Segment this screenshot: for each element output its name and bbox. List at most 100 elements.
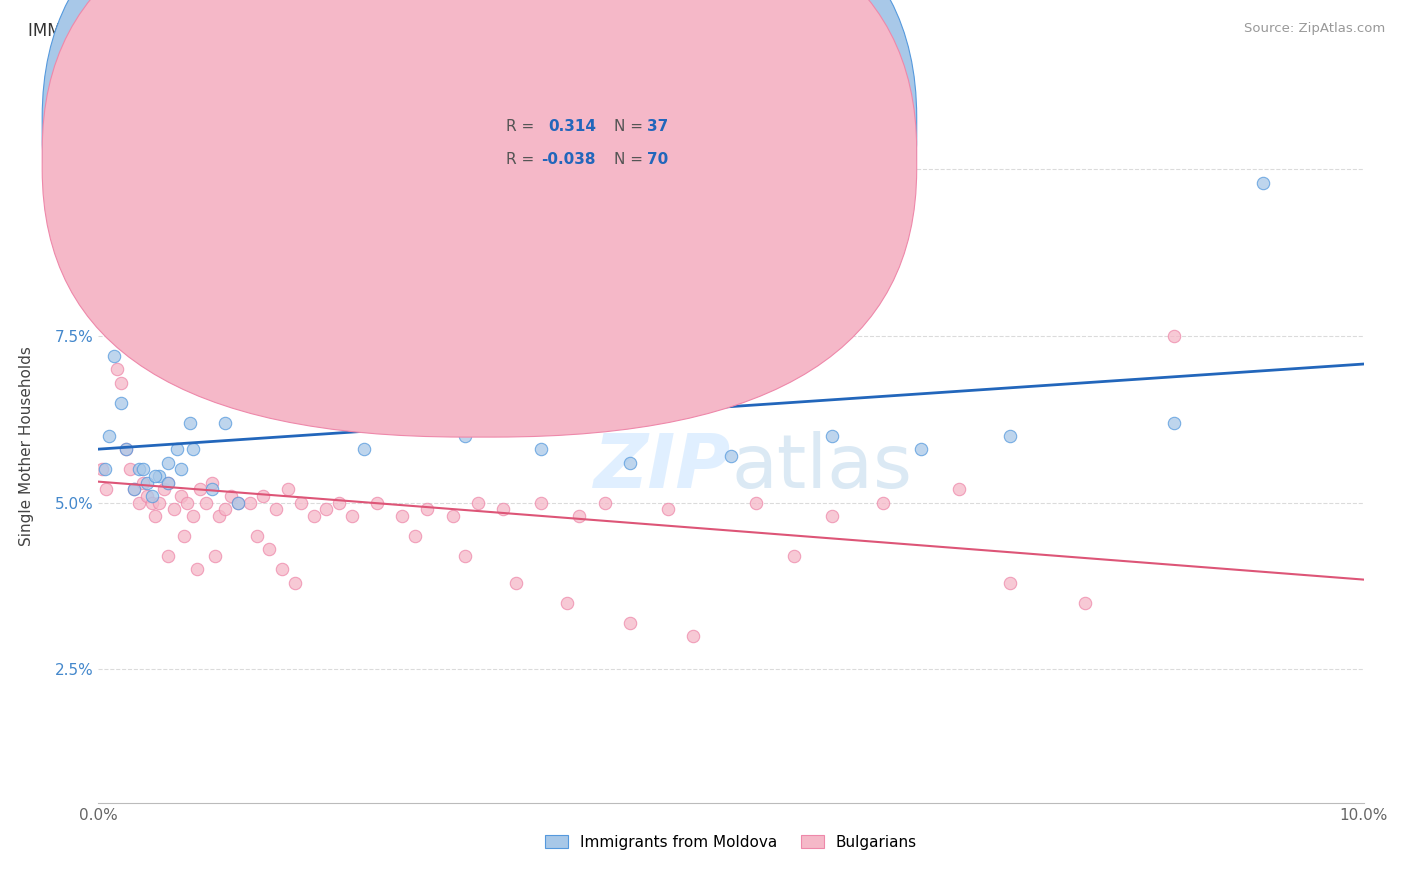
Text: IMMIGRANTS FROM MOLDOVA VS BULGARIAN SINGLE MOTHER HOUSEHOLDS CORRELATION CHART: IMMIGRANTS FROM MOLDOVA VS BULGARIAN SIN… (28, 22, 858, 40)
Text: ZIP: ZIP (593, 431, 731, 504)
Text: Source: ZipAtlas.com: Source: ZipAtlas.com (1244, 22, 1385, 36)
Point (404, 529, 426, 543)
Text: -0.038: -0.038 (541, 153, 596, 167)
Text: 70: 70 (647, 153, 668, 167)
Point (239, 496, 262, 510)
Text: N =: N = (614, 153, 644, 167)
Text: 37: 37 (647, 120, 668, 134)
Point (169, 489, 191, 503)
Point (783, 549, 806, 563)
Point (246, 529, 269, 543)
Point (179, 416, 201, 430)
Point (505, 575, 527, 590)
Point (169, 462, 191, 476)
Point (115, 442, 138, 457)
Point (201, 475, 224, 490)
Point (103, 349, 125, 363)
Text: R =: R = (506, 120, 534, 134)
Point (110, 376, 132, 390)
Point (568, 509, 591, 524)
Point (188, 483, 211, 497)
Point (302, 509, 325, 524)
Point (141, 489, 163, 503)
Point (157, 549, 180, 563)
Point (340, 509, 363, 524)
Point (948, 483, 970, 497)
Point (1251, 176, 1274, 190)
Point (391, 509, 413, 524)
Point (208, 509, 231, 524)
Point (264, 502, 287, 516)
Point (530, 496, 553, 510)
Point (132, 462, 155, 476)
Point (94, 483, 117, 497)
Point (201, 483, 224, 497)
Point (657, 502, 679, 516)
Point (97, 216, 120, 230)
Point (166, 442, 188, 457)
Text: atlas: atlas (731, 431, 912, 504)
Point (821, 509, 844, 524)
Point (194, 496, 218, 510)
Point (441, 509, 464, 524)
Legend: Immigrants from Moldova, Bulgarians: Immigrants from Moldova, Bulgarians (540, 829, 922, 855)
Point (157, 475, 180, 490)
Point (148, 496, 170, 510)
Point (163, 502, 186, 516)
Y-axis label: Single Mother Households: Single Mother Households (20, 346, 34, 546)
Point (226, 496, 249, 510)
Point (416, 502, 439, 516)
Point (173, 529, 195, 543)
Point (132, 475, 155, 490)
Point (214, 416, 236, 430)
Point (872, 496, 894, 510)
Point (122, 483, 145, 497)
Point (122, 483, 145, 497)
Point (353, 442, 375, 457)
Point (128, 496, 150, 510)
Text: N =: N = (614, 120, 644, 134)
Point (176, 496, 198, 510)
Point (328, 496, 350, 510)
Point (120, 462, 141, 476)
Point (135, 475, 157, 490)
Point (110, 395, 132, 409)
Point (93, 462, 117, 476)
Point (1163, 416, 1185, 430)
Point (1074, 596, 1097, 610)
Point (252, 489, 274, 503)
Point (91, 462, 114, 476)
Point (145, 469, 166, 483)
Point (454, 549, 477, 563)
Point (107, 362, 129, 376)
Point (141, 496, 163, 510)
Point (284, 575, 307, 590)
Point (366, 496, 388, 510)
Point (1163, 329, 1185, 343)
Point (821, 429, 844, 443)
Point (619, 456, 641, 470)
Point (593, 496, 616, 510)
Point (233, 349, 256, 363)
Point (157, 456, 180, 470)
Point (128, 462, 150, 476)
Point (194, 376, 218, 390)
Point (998, 575, 1021, 590)
Point (157, 475, 180, 490)
Point (186, 562, 208, 576)
Point (219, 489, 243, 503)
Point (183, 442, 205, 457)
Point (290, 496, 312, 510)
Point (148, 469, 170, 483)
Point (115, 442, 138, 457)
Text: R =: R = (506, 153, 534, 167)
Point (315, 502, 337, 516)
Point (153, 483, 176, 497)
Point (682, 629, 704, 643)
Point (492, 502, 515, 516)
Point (745, 496, 768, 510)
Point (270, 562, 294, 576)
Point (555, 596, 578, 610)
Point (135, 489, 157, 503)
Point (391, 416, 413, 430)
